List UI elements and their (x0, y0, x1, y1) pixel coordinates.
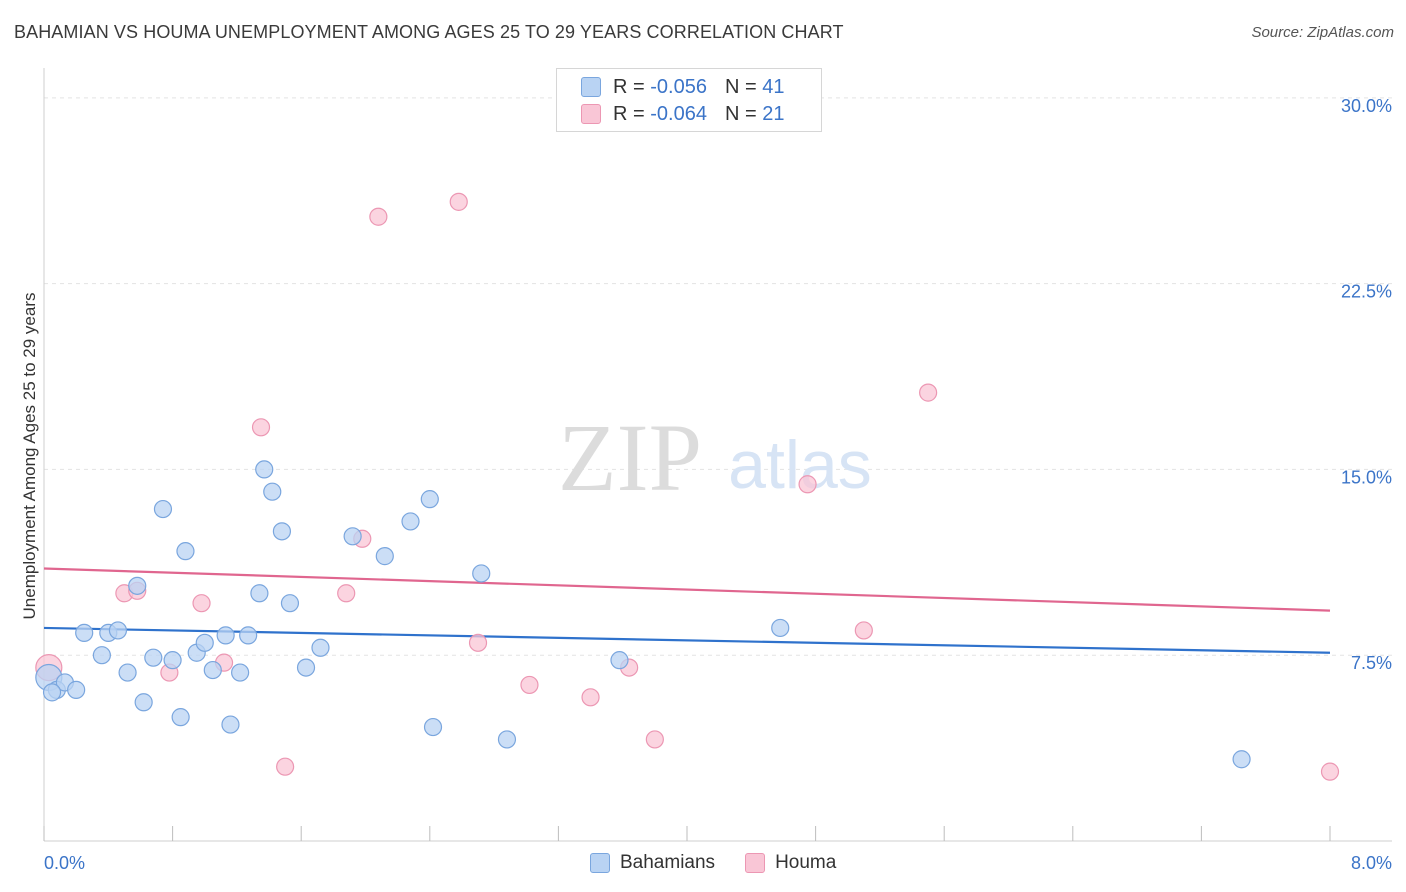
data-points (35, 192, 1340, 781)
n-value: 21 (762, 102, 785, 125)
bahamians-point (42, 683, 62, 702)
watermark-zip: ZIP (558, 404, 702, 511)
bahamians-point (472, 564, 491, 583)
bahamians-point (280, 594, 300, 613)
legend-item-houma[interactable]: Houma (745, 852, 836, 874)
bahamians-point (108, 621, 128, 640)
y-tick-label: 7.5% (1351, 653, 1392, 673)
houma-point (276, 757, 295, 776)
legend-label-houma: Houma (775, 852, 837, 873)
watermark-atlas: atlas (728, 427, 872, 503)
bahamians-point (497, 730, 517, 749)
bahamians-point (67, 680, 86, 699)
bahamians-swatch (581, 77, 601, 97)
bahamians-point (375, 547, 394, 566)
bahamians-point (311, 638, 330, 657)
bahamians-point (144, 648, 163, 667)
houma-point (369, 207, 388, 226)
bahamians-point (423, 717, 443, 737)
houma-point (798, 475, 817, 494)
houma-point (192, 594, 211, 613)
houma-point (468, 633, 488, 652)
houma-point (581, 688, 600, 707)
houma-swatch (581, 104, 601, 124)
correlation-legend: R = -0.056 N = 41 R = -0.064 N = 21 (556, 68, 822, 132)
bahamians-point (255, 460, 274, 479)
bahamians-point (401, 512, 420, 531)
tick-labels: 7.5% 15.0% 22.5% 30.0% 0.0% 8.0% (44, 96, 1392, 873)
x-tick-label: 0.0% (44, 853, 85, 873)
bahamians-point (343, 527, 362, 546)
chart-title: BAHAMIAN VS HOUMA UNEMPLOYMENT AMONG AGE… (14, 22, 844, 42)
bahamians-point (221, 715, 240, 734)
bahamians-point (420, 490, 439, 509)
r-label: R = (613, 75, 645, 98)
chart-source: Source: ZipAtlas.com (1251, 24, 1394, 41)
bahamians-point (171, 708, 190, 727)
y-tick-label: 15.0% (1341, 467, 1392, 487)
y-tick-label: 30.0% (1341, 96, 1392, 116)
bahamians-point (176, 542, 195, 561)
houma-point (520, 675, 539, 695)
bahamians-point (163, 651, 182, 670)
n-label: N = (724, 102, 757, 125)
bahamians-point (92, 646, 111, 665)
houma-swatch (745, 853, 766, 873)
grid-lines (44, 97, 1392, 656)
bahamians-point (134, 693, 153, 712)
legend-label-bahamians: Bahamians (620, 852, 716, 873)
bahamians-point (250, 584, 269, 603)
bahamians-point (263, 482, 282, 501)
series-legend: Bahamians Houma (590, 852, 866, 874)
r-value: -0.064 (650, 102, 707, 125)
n-label: N = (724, 75, 757, 98)
bahamians-point (153, 499, 173, 519)
bahamians-point (118, 663, 137, 682)
axes (43, 68, 1392, 842)
bahamians-point (272, 522, 292, 541)
bahamians-point (128, 576, 147, 595)
houma-point (919, 383, 938, 402)
bahamians-point (1232, 750, 1251, 769)
bahamians-point (203, 660, 222, 680)
houma-point (854, 621, 873, 640)
legend-item-bahamians[interactable]: Bahamians (590, 852, 715, 874)
houma-point (449, 192, 468, 211)
bahamians-point (216, 626, 235, 645)
n-value: 41 (762, 75, 785, 98)
r-value: -0.056 (650, 75, 707, 98)
bahamians-point (610, 651, 629, 670)
houma-point (645, 730, 664, 749)
r-label: R = (613, 102, 645, 125)
houma-point (337, 584, 356, 603)
bahamians-point (231, 663, 250, 682)
legend-row-bahamians: R = -0.056 N = 41 (581, 74, 784, 100)
bahamians-point (239, 626, 258, 645)
bahamians-trend-line (43, 626, 1331, 654)
bahamians-swatch (590, 853, 610, 873)
bahamians-point (75, 623, 94, 643)
y-tick-label: 22.5% (1341, 282, 1392, 302)
trend-lines (43, 567, 1331, 654)
bahamians-point (296, 658, 316, 677)
x-tick-label: 8.0% (1351, 853, 1392, 873)
houma-point (1320, 762, 1340, 781)
houma-trend-line (43, 567, 1331, 612)
bahamians-point (771, 618, 790, 638)
legend-row-houma: R = -0.064 N = 21 (581, 101, 784, 127)
bahamians-point (195, 633, 214, 652)
houma-point (251, 418, 271, 437)
